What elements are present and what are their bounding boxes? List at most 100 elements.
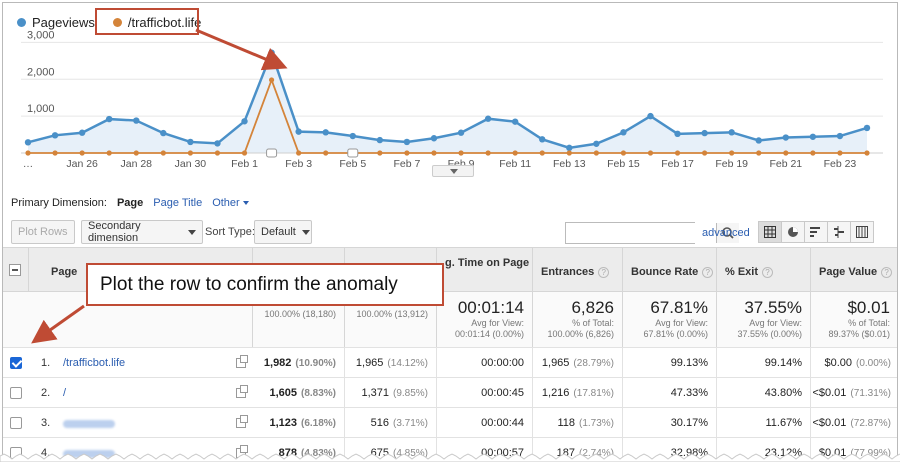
row-number: 4. (41, 447, 51, 459)
data-point (836, 132, 844, 140)
header-page-value[interactable]: Page Value? (811, 247, 897, 291)
cell-pageviews: 1,982 (10.90%) (253, 348, 345, 378)
cell-value: 1,123 (269, 417, 297, 429)
header-avg-time[interactable]: g. Time on Page (437, 247, 533, 291)
advanced-filter-link[interactable]: advanced (702, 227, 750, 239)
series-line (28, 77, 867, 154)
row-number: 1. (41, 357, 51, 369)
x-tick-label: Feb 11 (499, 158, 531, 170)
help-icon[interactable]: ? (702, 266, 714, 278)
data-point (431, 150, 437, 156)
data-point (647, 112, 654, 120)
cell-percent: (3.71%) (392, 418, 428, 429)
percentage-view-button[interactable] (781, 221, 805, 243)
dimension-page[interactable]: Page (116, 197, 144, 209)
cell-value: <$0.01 (812, 417, 847, 429)
data-view-button[interactable] (758, 221, 782, 243)
row-checkbox[interactable] (10, 417, 22, 429)
primary-dimension-bar: Primary Dimension: Page Page Title Other (11, 197, 249, 209)
header-bounce-rate[interactable]: Bounce Rate? (623, 247, 717, 291)
total-value: 67.81% (650, 298, 708, 317)
cell-avg-time: 00:00:00 (437, 348, 533, 378)
help-icon[interactable]: ? (762, 266, 774, 278)
header-exit[interactable]: % Exit? (717, 247, 811, 291)
redacted-page-path (63, 420, 115, 428)
help-icon[interactable]: ? (598, 266, 610, 278)
data-point (729, 150, 735, 156)
chart-collapse-handle[interactable] (432, 165, 474, 177)
data-point (701, 129, 708, 137)
open-external-icon[interactable] (236, 385, 248, 398)
data-point (512, 150, 518, 156)
table-row[interactable]: 1./trafficbot.life 1,982 (10.90%) 1,965 (14.… (3, 347, 897, 378)
data-point (809, 133, 817, 140)
data-point (187, 138, 194, 146)
data-point (674, 130, 681, 138)
cell-value: 1,965 (355, 357, 384, 369)
data-point (268, 49, 275, 56)
cell-bounce-rate: 30.17% (623, 408, 717, 438)
chevron-down-icon (242, 201, 249, 206)
row-checkbox[interactable] (10, 387, 22, 399)
row-checkbox[interactable] (10, 357, 22, 369)
data-point (403, 138, 411, 146)
header-entrances[interactable]: Entrances? (533, 247, 623, 291)
cell-value: 1,371 (361, 387, 389, 399)
select-all-checkbox[interactable] (9, 264, 21, 276)
legend-dot-icon (112, 17, 122, 27)
cell-pageviews: 1,605 (8.83%) (253, 378, 345, 408)
open-external-icon[interactable] (236, 355, 248, 368)
secondary-dimension-select[interactable]: Secondary dimension (81, 220, 203, 244)
x-tick-label: Feb 17 (661, 158, 694, 170)
x-tick-label: Feb 13 (553, 158, 586, 170)
table-row[interactable]: 3. 1,123 (6.18%) 516 (3.71%) 00:00:44 118 (1.73… (3, 407, 897, 438)
data-point (377, 150, 383, 156)
cell-unique-pageviews: 516 (3.71%) (345, 408, 437, 438)
cell-exit: 11.67% (717, 408, 811, 438)
annotation-marker-icon (266, 148, 278, 158)
data-point (782, 134, 790, 141)
page-link[interactable]: / (63, 387, 67, 399)
table-row[interactable]: 2./1,605 (8.83%) 1,371 (9.85%) 00:00:45 1,216… (3, 377, 897, 408)
header-label: Entrances? (541, 266, 610, 278)
dimension-other[interactable]: Other (212, 197, 249, 209)
data-point (457, 129, 465, 136)
row-number: 3. (41, 417, 51, 429)
grid-icon (764, 226, 776, 238)
sort-type-select[interactable]: Default (254, 220, 312, 244)
data-point (376, 136, 384, 144)
page-link[interactable]: /trafficbot.life (63, 357, 126, 369)
search-icon (722, 227, 734, 239)
search-input[interactable] (566, 223, 716, 243)
cell-percent: (28.79%) (573, 358, 614, 369)
data-point (430, 135, 438, 142)
open-external-icon[interactable] (236, 415, 248, 428)
plot-rows-button[interactable]: Plot Rows (11, 220, 75, 244)
y-tick-label: 1,000 (27, 103, 55, 115)
data-point (511, 118, 519, 125)
pivot-view-button[interactable] (850, 221, 874, 243)
legend-item-trafficbot[interactable]: /trafficbot.life (112, 15, 201, 30)
total-value: 00:01:14 (457, 298, 524, 317)
search-button[interactable] (716, 223, 739, 243)
cell-value: 1,216 (541, 387, 570, 399)
data-point (756, 150, 762, 156)
performance-view-button[interactable] (804, 221, 828, 243)
cell-bounce-rate: 47.33% (623, 378, 717, 408)
total-value: 6,826 (571, 298, 614, 317)
data-point (485, 150, 491, 156)
help-icon[interactable]: ? (881, 266, 893, 278)
dimension-page-title[interactable]: Page Title (153, 197, 203, 209)
data-point (105, 115, 113, 123)
data-point (702, 150, 708, 156)
data-point (322, 129, 329, 136)
data-point (593, 140, 600, 147)
cell-value: <$0.01 (812, 387, 847, 399)
cell-value: 30.17% (670, 417, 708, 429)
legend-item-pageviews[interactable]: Pageviews (17, 15, 95, 30)
row-number: 2. (41, 387, 51, 399)
total-caption: Avg for View: (749, 318, 802, 328)
cell-avg-time: 00:00:44 (437, 408, 533, 438)
comparison-view-button[interactable] (827, 221, 851, 243)
